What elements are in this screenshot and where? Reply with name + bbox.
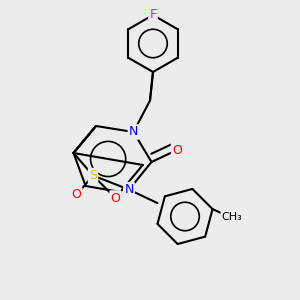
Text: N: N (129, 125, 138, 139)
Text: O: O (172, 143, 182, 157)
Text: CH₃: CH₃ (222, 212, 242, 222)
Text: O: O (72, 188, 81, 202)
Text: O: O (111, 191, 120, 205)
Text: S: S (89, 169, 97, 182)
Text: F: F (149, 8, 157, 22)
Text: N: N (124, 183, 134, 196)
